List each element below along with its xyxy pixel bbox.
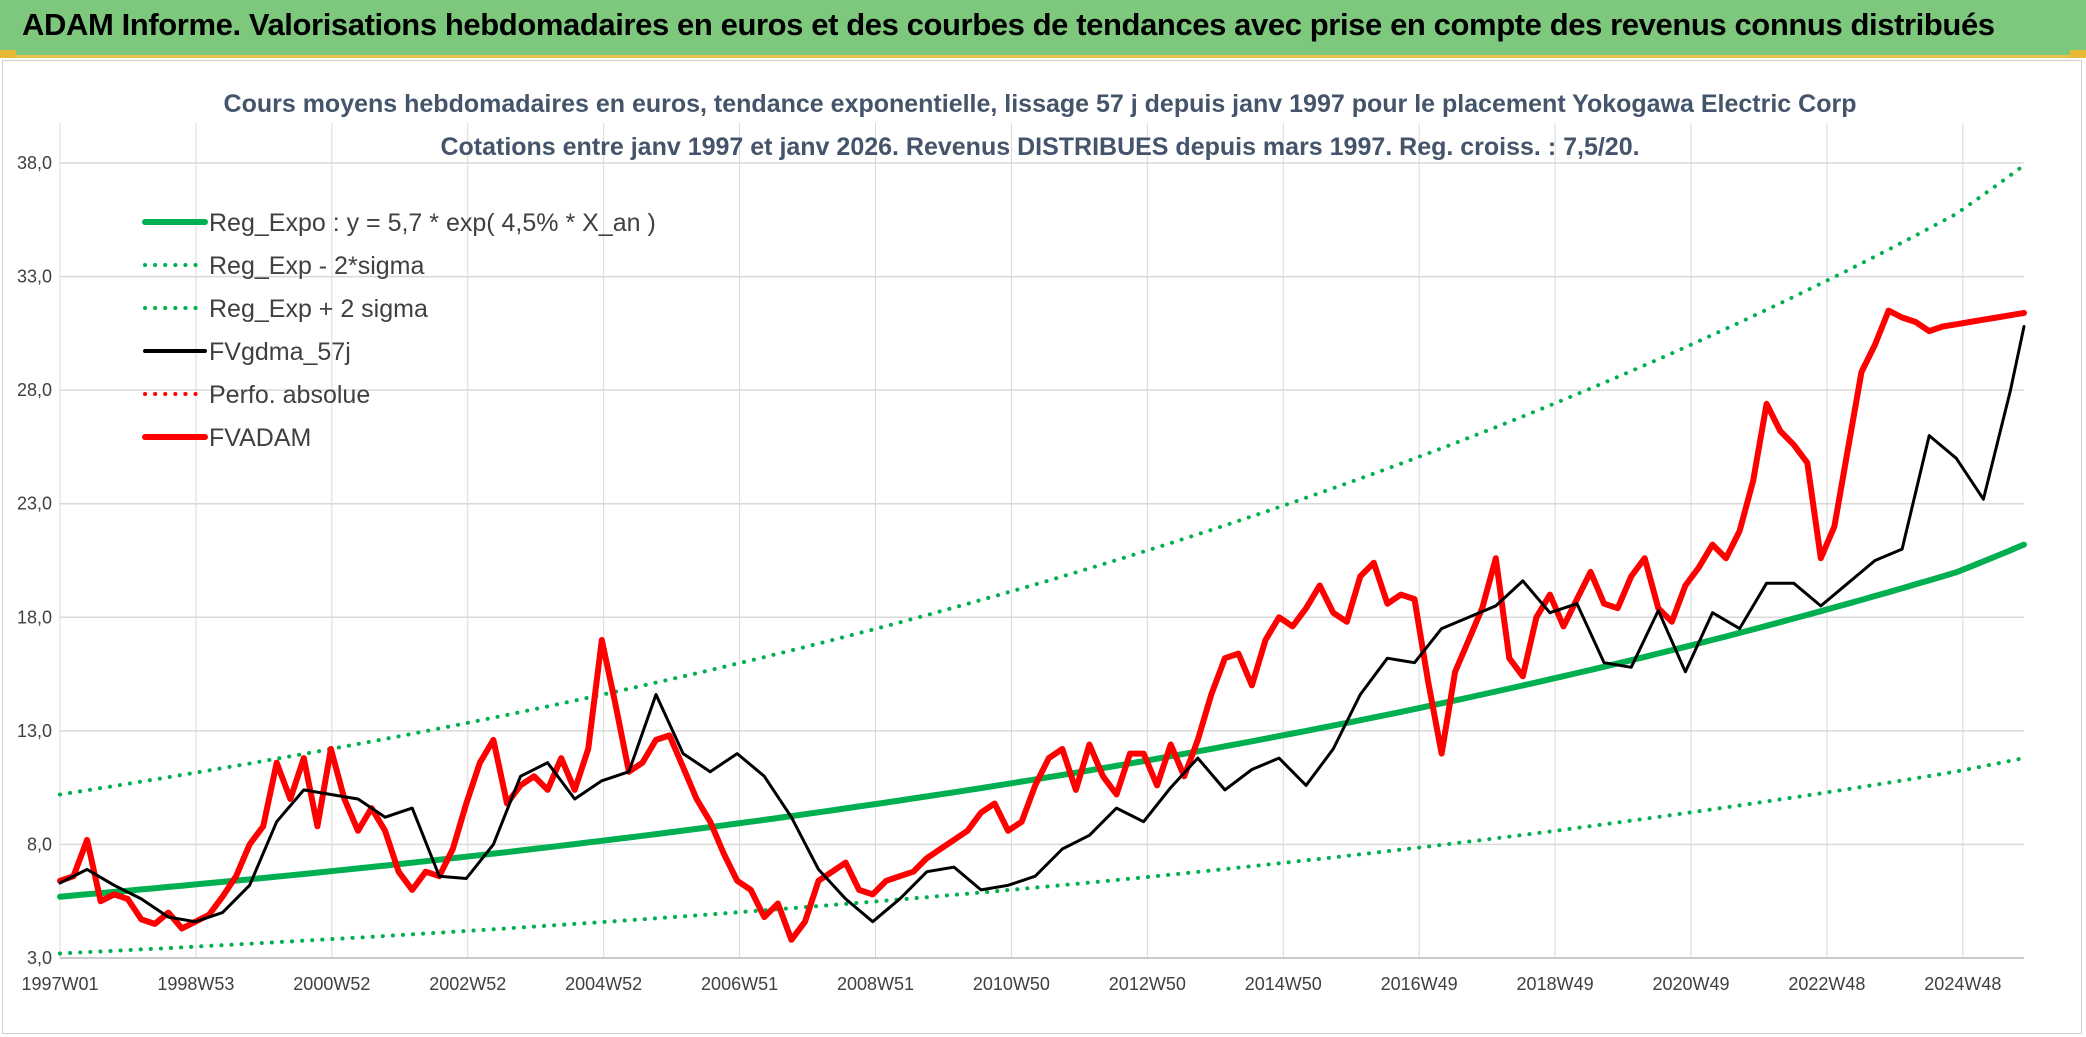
y-tick-label: 28,0 — [17, 380, 52, 400]
x-tick-label: 2022W48 — [1788, 974, 1865, 994]
x-axis-ticks: 1997W01 1998W53 2000W52 2002W52 2004W52 2006W… — [21, 974, 2001, 994]
y-tick-label: 38,0 — [17, 153, 52, 173]
y-tick-label: 3,0 — [27, 948, 52, 968]
series-line-fvadam — [57, 307, 2027, 943]
x-tick-label: 2018W49 — [1517, 974, 1594, 994]
x-tick-label: 2016W49 — [1381, 974, 1458, 994]
legend-label: FVADAM — [209, 424, 311, 452]
banner-accent-right — [2070, 50, 2086, 58]
page-title: ADAM Informe. Valorisations hebdomadaire… — [22, 7, 1995, 42]
legend-label: Reg_Exp + 2 sigma — [209, 295, 428, 323]
header-banner: ADAM Informe. Valorisations hebdomadaire… — [0, 0, 2086, 58]
x-tick-label: 2024W48 — [1924, 974, 2001, 994]
chart-title: Cours moyens hebdomadaires en euros, ten… — [224, 90, 1857, 118]
chart-grid — [59, 123, 2024, 959]
legend-label: Reg_Exp - 2*sigma — [209, 252, 424, 280]
series-line-fvgdma-57j — [58, 325, 2026, 924]
x-tick-label: 2008W51 — [837, 974, 914, 994]
x-tick-label: 2012W50 — [1109, 974, 1186, 994]
y-tick-label: 13,0 — [17, 721, 52, 741]
series-line-reg-exp-2-sigma — [58, 163, 2026, 797]
x-tick-label: 2000W52 — [293, 974, 370, 994]
y-tick-label: 23,0 — [17, 494, 52, 514]
y-tick-label: 8,0 — [27, 834, 52, 854]
x-tick-label: 1998W53 — [157, 974, 234, 994]
x-tick-label: 2014W50 — [1245, 974, 1322, 994]
legend-label: Perfo. absolue — [209, 381, 370, 409]
legend-label: FVgdma_57j — [209, 338, 351, 366]
chart-subtitle: Cotations entre janv 1997 et janv 2026. … — [440, 133, 1639, 161]
x-tick-label: 2010W50 — [973, 974, 1050, 994]
y-tick-label: 18,0 — [17, 607, 52, 627]
x-tick-label: 2020W49 — [1652, 974, 1729, 994]
chart-legend: Reg_Expo : y = 5,7 * exp( 4,5% * X_an ) R… — [142, 209, 656, 452]
y-axis-ticks: 3,0 8,0 13,0 18,0 23,0 28,0 33,0 38,0 — [17, 153, 52, 968]
x-tick-label: 2002W52 — [429, 974, 506, 994]
x-tick-label: 2006W51 — [701, 974, 778, 994]
legend-label: Reg_Expo : y = 5,7 * exp( 4,5% * X_an ) — [209, 209, 656, 237]
series-line-reg-exp-2-sigma — [58, 756, 2026, 956]
chart-frame — [2, 60, 2082, 1034]
banner-accent-left — [0, 50, 16, 58]
x-tick-label: 1997W01 — [21, 974, 98, 994]
chart-series — [57, 163, 2027, 956]
x-tick-label: 2004W52 — [565, 974, 642, 994]
y-tick-label: 33,0 — [17, 267, 52, 287]
